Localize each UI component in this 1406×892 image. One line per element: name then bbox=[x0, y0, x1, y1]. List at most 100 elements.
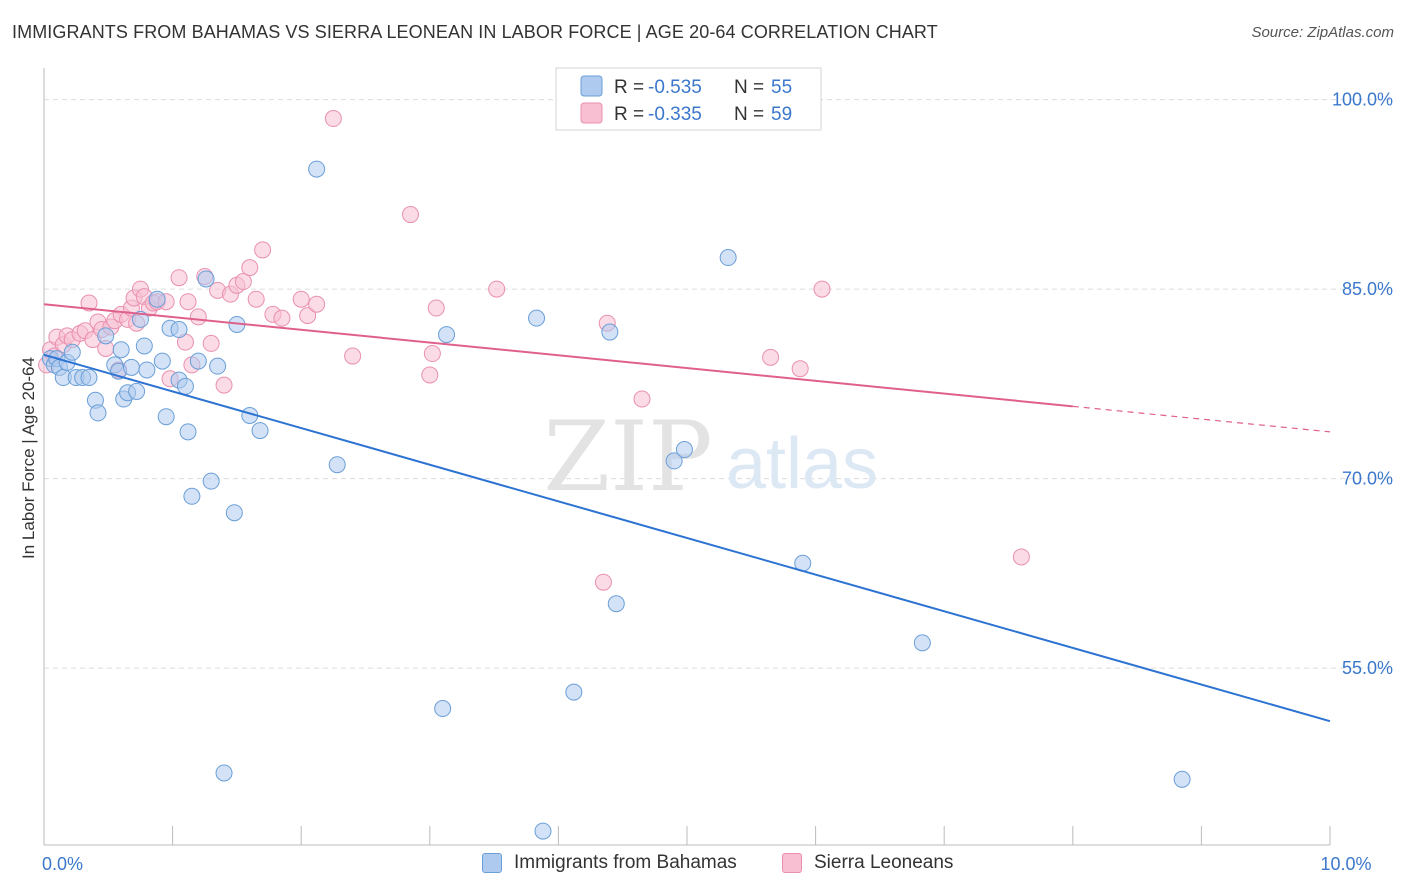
sierra-point bbox=[594, 573, 612, 591]
sierra-point bbox=[241, 259, 259, 277]
axes bbox=[43, 68, 1331, 846]
bahamas-point bbox=[183, 487, 201, 505]
bahamas-point bbox=[719, 249, 737, 267]
sierra-point bbox=[254, 241, 272, 259]
sierra-point bbox=[488, 280, 506, 298]
y-tick-label: 100.0% bbox=[1332, 90, 1393, 110]
sierra-point bbox=[273, 309, 291, 327]
sierra-point bbox=[179, 293, 197, 311]
sierra-point bbox=[202, 334, 220, 352]
bahamas-point bbox=[138, 361, 156, 379]
legend-r-value-1: -0.535 bbox=[648, 77, 702, 98]
bahamas-point bbox=[565, 683, 583, 701]
bahamas-point bbox=[176, 377, 194, 395]
sierra-point bbox=[344, 347, 362, 365]
bahamas-point bbox=[328, 456, 346, 474]
sierra-point bbox=[292, 290, 310, 308]
sierra-swatch bbox=[782, 853, 802, 873]
bahamas-point bbox=[202, 472, 220, 490]
bahamas-point bbox=[135, 337, 153, 355]
sierra-point bbox=[402, 206, 420, 224]
bahamas-point bbox=[112, 341, 130, 359]
legend-item-sierra: Sierra Leoneans bbox=[782, 852, 953, 874]
source-label: Source: ZipAtlas.com bbox=[1251, 24, 1394, 41]
trend-lines bbox=[43, 303, 1331, 723]
y-tick-label: 55.0% bbox=[1342, 658, 1393, 678]
legend-swatch-sierra bbox=[580, 102, 603, 124]
bahamas-point bbox=[215, 764, 233, 782]
bahamas-point bbox=[189, 352, 207, 370]
trend-line-extension-sierra bbox=[1072, 405, 1331, 433]
legend-r-value-2: -0.335 bbox=[648, 104, 702, 125]
sierra-point bbox=[234, 273, 252, 291]
correlation-legend: R = -0.535 N = 55 R = -0.335 N = 59 bbox=[555, 67, 822, 131]
bahamas-point bbox=[528, 309, 546, 327]
sierra-point bbox=[215, 376, 233, 394]
sierra-point bbox=[423, 345, 441, 363]
bahamas-point bbox=[665, 452, 683, 470]
series-bahamas bbox=[41, 160, 1191, 840]
bahamas-point bbox=[308, 160, 326, 178]
legend-label-sierra: Sierra Leoneans bbox=[814, 852, 954, 873]
legend-n-label-1: N = bbox=[734, 77, 764, 98]
y-axis-label: In Labor Force | Age 20-64 bbox=[19, 357, 38, 559]
sierra-point bbox=[762, 348, 780, 366]
x-tick-label: 10.0% bbox=[1320, 854, 1371, 874]
bahamas-point bbox=[1173, 770, 1191, 788]
bahamas-point bbox=[197, 270, 215, 288]
trend-line-bahamas bbox=[43, 353, 1331, 723]
bahamas-point bbox=[131, 310, 149, 328]
bahamas-point bbox=[601, 323, 619, 341]
y-tick-label: 85.0% bbox=[1342, 279, 1393, 299]
legend-n-value-2: 59 bbox=[771, 104, 792, 125]
legend-item-bahamas: Immigrants from Bahamas bbox=[482, 852, 737, 874]
bahamas-point bbox=[438, 326, 456, 344]
bahamas-point bbox=[128, 382, 146, 400]
legend-label-bahamas: Immigrants from Bahamas bbox=[514, 852, 737, 873]
bahamas-point bbox=[80, 369, 98, 387]
bahamas-point bbox=[534, 822, 552, 840]
y-tick-label: 70.0% bbox=[1342, 469, 1393, 489]
grid-lines bbox=[44, 99, 1394, 669]
sierra-point bbox=[324, 110, 342, 128]
bahamas-point bbox=[63, 343, 81, 361]
sierra-point bbox=[247, 290, 265, 308]
bahamas-point bbox=[153, 352, 171, 370]
sierra-point bbox=[791, 360, 809, 378]
bahamas-point bbox=[148, 290, 166, 308]
bahamas-point bbox=[179, 423, 197, 441]
chart-title: IMMIGRANTS FROM BAHAMAS VS SIERRA LEONEA… bbox=[12, 22, 938, 42]
bahamas-point bbox=[122, 358, 140, 376]
sierra-point bbox=[80, 294, 98, 312]
bahamas-point bbox=[225, 504, 243, 522]
legend-n-value-1: 55 bbox=[771, 77, 792, 98]
sierra-point bbox=[308, 295, 326, 313]
legend-swatch-bahamas bbox=[580, 75, 603, 97]
bahamas-point bbox=[913, 634, 931, 652]
sierra-point bbox=[427, 299, 445, 317]
bahamas-point bbox=[251, 422, 269, 440]
bahamas-point bbox=[157, 408, 175, 426]
legend-r-label-2: R = bbox=[614, 104, 644, 125]
bahamas-point bbox=[97, 327, 115, 345]
bahamas-point bbox=[675, 441, 693, 459]
sierra-point bbox=[299, 307, 317, 325]
x-tick-label: 0.0% bbox=[42, 854, 83, 874]
bahamas-point bbox=[89, 404, 107, 422]
trend-line-sierra bbox=[43, 303, 1073, 408]
legend-n-label-2: N = bbox=[734, 104, 764, 125]
sierra-point bbox=[813, 280, 831, 298]
sierra-point bbox=[1012, 548, 1030, 566]
sierra-point bbox=[633, 390, 651, 408]
bahamas-point bbox=[209, 357, 227, 375]
bahamas-point bbox=[607, 595, 625, 613]
series-sierra-leoneans bbox=[38, 110, 1030, 591]
y-tick-labels: 100.0% 85.0% 70.0% 55.0% bbox=[1332, 90, 1393, 679]
bahamas-point bbox=[434, 700, 452, 718]
x-tick-labels: 0.0% 10.0% bbox=[42, 854, 1372, 874]
bahamas-swatch bbox=[482, 853, 502, 873]
bahamas-point bbox=[170, 321, 188, 339]
sierra-point bbox=[421, 366, 439, 384]
bottom-legend: Immigrants from Bahamas Sierra Leoneans bbox=[0, 848, 1406, 880]
